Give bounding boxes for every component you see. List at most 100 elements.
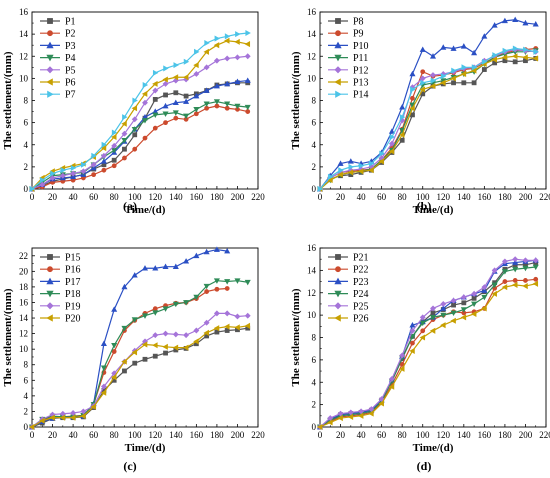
data-point bbox=[141, 313, 149, 319]
data-point bbox=[522, 257, 529, 264]
data-point bbox=[101, 167, 107, 173]
data-point bbox=[348, 163, 354, 170]
data-point bbox=[172, 110, 179, 116]
data-point bbox=[491, 290, 497, 297]
data-point bbox=[491, 282, 498, 289]
data-point bbox=[460, 314, 467, 321]
x-tick-label: 60 bbox=[89, 430, 99, 440]
legend-marker bbox=[335, 266, 341, 273]
legend-marker bbox=[334, 78, 341, 86]
x-tick-label: 80 bbox=[110, 430, 120, 440]
data-point bbox=[224, 286, 230, 291]
data-point bbox=[152, 310, 159, 316]
data-point bbox=[234, 54, 241, 61]
data-point bbox=[368, 410, 374, 417]
series-P5 bbox=[29, 53, 251, 192]
data-point bbox=[347, 413, 354, 420]
data-point bbox=[399, 352, 406, 359]
series-line bbox=[31, 325, 248, 428]
x-axis-label: Time/(d) bbox=[413, 442, 454, 454]
y-tick-label: 18 bbox=[19, 282, 29, 292]
legend-marker bbox=[334, 290, 342, 298]
data-point bbox=[532, 55, 539, 62]
x-tick-label: 80 bbox=[110, 192, 120, 202]
chart-panel-4: 0 20 40 60 80 100 120 140 160 180 200 220 0 2 4 6 8 10 12 1… bbox=[290, 243, 550, 473]
chart-panel-2: 0 20 40 60 80 100 120 140 160 180 200 220 0 2 4 6 8 10 12 1… bbox=[290, 7, 550, 216]
y-axis-label: The settlement/(mm) bbox=[2, 51, 14, 149]
data-point bbox=[111, 349, 117, 354]
data-point bbox=[347, 158, 354, 164]
data-point bbox=[358, 162, 365, 169]
data-point bbox=[80, 413, 86, 420]
data-point bbox=[470, 67, 477, 74]
data-point bbox=[502, 279, 508, 284]
x-tick-label: 80 bbox=[398, 430, 408, 440]
data-point bbox=[481, 294, 488, 301]
data-point bbox=[234, 103, 241, 110]
data-point bbox=[152, 96, 158, 102]
series-P10 bbox=[316, 16, 539, 192]
y-tick-label: 12 bbox=[19, 329, 28, 339]
data-point bbox=[512, 266, 519, 273]
series-line bbox=[31, 327, 248, 428]
data-point bbox=[100, 145, 107, 152]
data-point bbox=[532, 257, 539, 264]
y-tick-label: 0 bbox=[24, 422, 29, 432]
data-point bbox=[388, 375, 395, 382]
legend-label: P1 bbox=[65, 17, 76, 28]
data-point bbox=[492, 52, 498, 59]
x-tick-label: 180 bbox=[210, 430, 224, 440]
legend-label: P2 bbox=[65, 29, 76, 40]
data-point bbox=[379, 150, 385, 157]
legend-item: P14 bbox=[328, 90, 369, 101]
legend-item: P22 bbox=[328, 265, 369, 276]
data-point bbox=[450, 75, 456, 82]
data-point bbox=[203, 283, 210, 290]
y-tick-label: 4 bbox=[24, 140, 29, 150]
data-point bbox=[451, 80, 456, 86]
data-point bbox=[471, 290, 478, 297]
series-line bbox=[319, 57, 536, 190]
data-point bbox=[142, 135, 148, 141]
data-point bbox=[327, 415, 334, 421]
data-point bbox=[399, 131, 405, 138]
chart-panel-3: 0 20 40 60 80 100 120 140 160 180 200 220 0 2 4 6 8 10 12 1… bbox=[2, 246, 265, 473]
data-point bbox=[70, 170, 77, 177]
y-tick-label: 6 bbox=[312, 355, 317, 365]
data-point bbox=[440, 322, 446, 329]
data-point bbox=[131, 349, 138, 356]
data-point bbox=[100, 365, 107, 371]
data-point bbox=[450, 317, 456, 324]
x-tick-label: 200 bbox=[519, 192, 533, 202]
data-point bbox=[532, 280, 539, 287]
x-tick-label: 20 bbox=[336, 430, 346, 440]
data-point bbox=[460, 70, 467, 77]
data-point bbox=[358, 408, 365, 415]
y-tick-label: 0 bbox=[24, 184, 29, 194]
legend-marker bbox=[46, 290, 54, 298]
legend-item: P7 bbox=[40, 90, 76, 101]
series-P14 bbox=[317, 45, 539, 193]
x-tick-label: 160 bbox=[478, 430, 492, 440]
data-point bbox=[80, 168, 87, 175]
x-tick-label: 100 bbox=[128, 192, 142, 202]
data-point bbox=[399, 114, 406, 121]
data-point bbox=[39, 177, 46, 184]
legend-label: P4 bbox=[65, 53, 76, 64]
data-point bbox=[162, 330, 169, 337]
legend-item: P26 bbox=[328, 314, 369, 325]
data-point bbox=[111, 157, 117, 163]
data-point bbox=[378, 396, 385, 402]
x-tick-label: 220 bbox=[539, 192, 550, 202]
y-tick-label: 2 bbox=[312, 162, 317, 172]
data-point bbox=[121, 130, 128, 137]
data-point bbox=[388, 383, 395, 390]
data-point bbox=[60, 167, 66, 174]
data-point bbox=[409, 334, 416, 340]
y-tick-label: 10 bbox=[307, 310, 317, 320]
data-point bbox=[399, 365, 405, 372]
y-axis-label: The settlement/(mm) bbox=[290, 51, 302, 149]
data-point bbox=[204, 39, 210, 47]
